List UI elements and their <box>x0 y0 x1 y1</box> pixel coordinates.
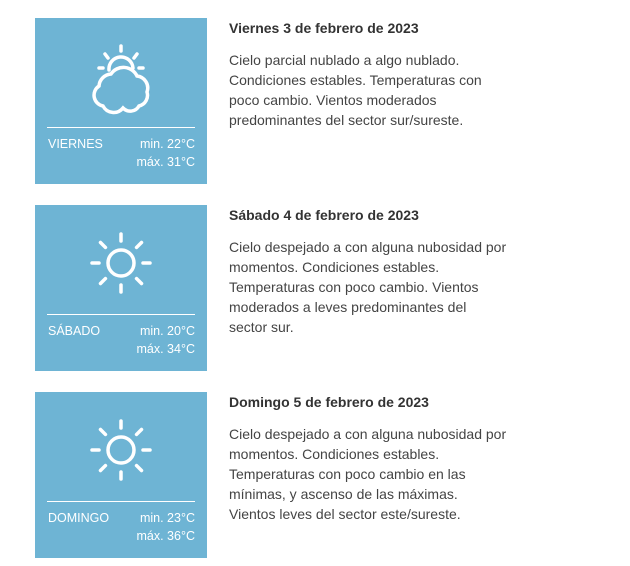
max-temp: máx. 36°C <box>136 529 196 543</box>
description-line: Cielo despejado a con alguna nubosidad p… <box>229 426 507 442</box>
description-line: Condiciones estables. Temperaturas con <box>229 72 482 88</box>
description-line: momentos. Condiciones estables. <box>229 446 440 462</box>
sun-icon <box>81 223 161 303</box>
description-line: Cielo despejado a con alguna nubosidad p… <box>229 239 507 255</box>
day-card: SÁBADO min. 20°C máx. 34°C <box>35 205 207 371</box>
description-line: Vientos leves del sector este/sureste. <box>229 506 461 522</box>
day-card: VIERNES min. 22°C máx. 31°C <box>35 18 207 184</box>
day-description: Cielo parcial nublado a algo nublado. Con… <box>229 50 482 130</box>
description-line: moderados a leves predominantes del <box>229 299 467 315</box>
day-name: VIERNES <box>48 137 103 151</box>
min-temp: min. 20°C <box>139 324 195 338</box>
forecast-day: DOMINGO min. 23°C máx. 36°C Domingo 5 de… <box>35 392 630 558</box>
description-line: momentos. Condiciones estables. <box>229 259 440 275</box>
description-line: Temperaturas con poco cambio en las <box>229 466 466 482</box>
description-line: predominantes del sector sur/sureste. <box>229 112 464 128</box>
description-line: poco cambio. Vientos moderados <box>229 92 437 108</box>
day-name: DOMINGO <box>48 511 110 525</box>
day-title: Sábado 4 de febrero de 2023 <box>229 207 419 223</box>
day-description: Cielo despejado a con alguna nubosidad p… <box>229 424 506 524</box>
max-temp: máx. 31°C <box>136 155 196 169</box>
sun-icon <box>81 410 161 490</box>
description-line: mínimas, y ascenso de las máximas. <box>229 486 458 502</box>
divider <box>47 314 195 315</box>
description-line: Cielo parcial nublado a algo nublado. <box>229 52 460 68</box>
day-name: SÁBADO <box>48 324 101 338</box>
forecast-day: SÁBADO min. 20°C máx. 34°C Sábado 4 de f… <box>35 205 630 371</box>
max-temp: máx. 34°C <box>136 342 196 356</box>
day-title: Domingo 5 de febrero de 2023 <box>229 394 429 410</box>
min-temp: min. 23°C <box>139 511 195 525</box>
divider <box>47 501 195 502</box>
description-line: Temperaturas con poco cambio. Vientos <box>229 279 479 295</box>
forecast-day: VIERNES min. 22°C máx. 31°C Viernes 3 de… <box>35 18 630 184</box>
day-description: Cielo despejado a con alguna nubosidad p… <box>229 237 506 337</box>
partly-cloudy-icon <box>81 36 161 116</box>
description-line: sector sur. <box>229 319 294 335</box>
divider <box>47 127 195 128</box>
day-card: DOMINGO min. 23°C máx. 36°C <box>35 392 207 558</box>
min-temp: min. 22°C <box>139 137 195 151</box>
day-title: Viernes 3 de febrero de 2023 <box>229 20 419 36</box>
